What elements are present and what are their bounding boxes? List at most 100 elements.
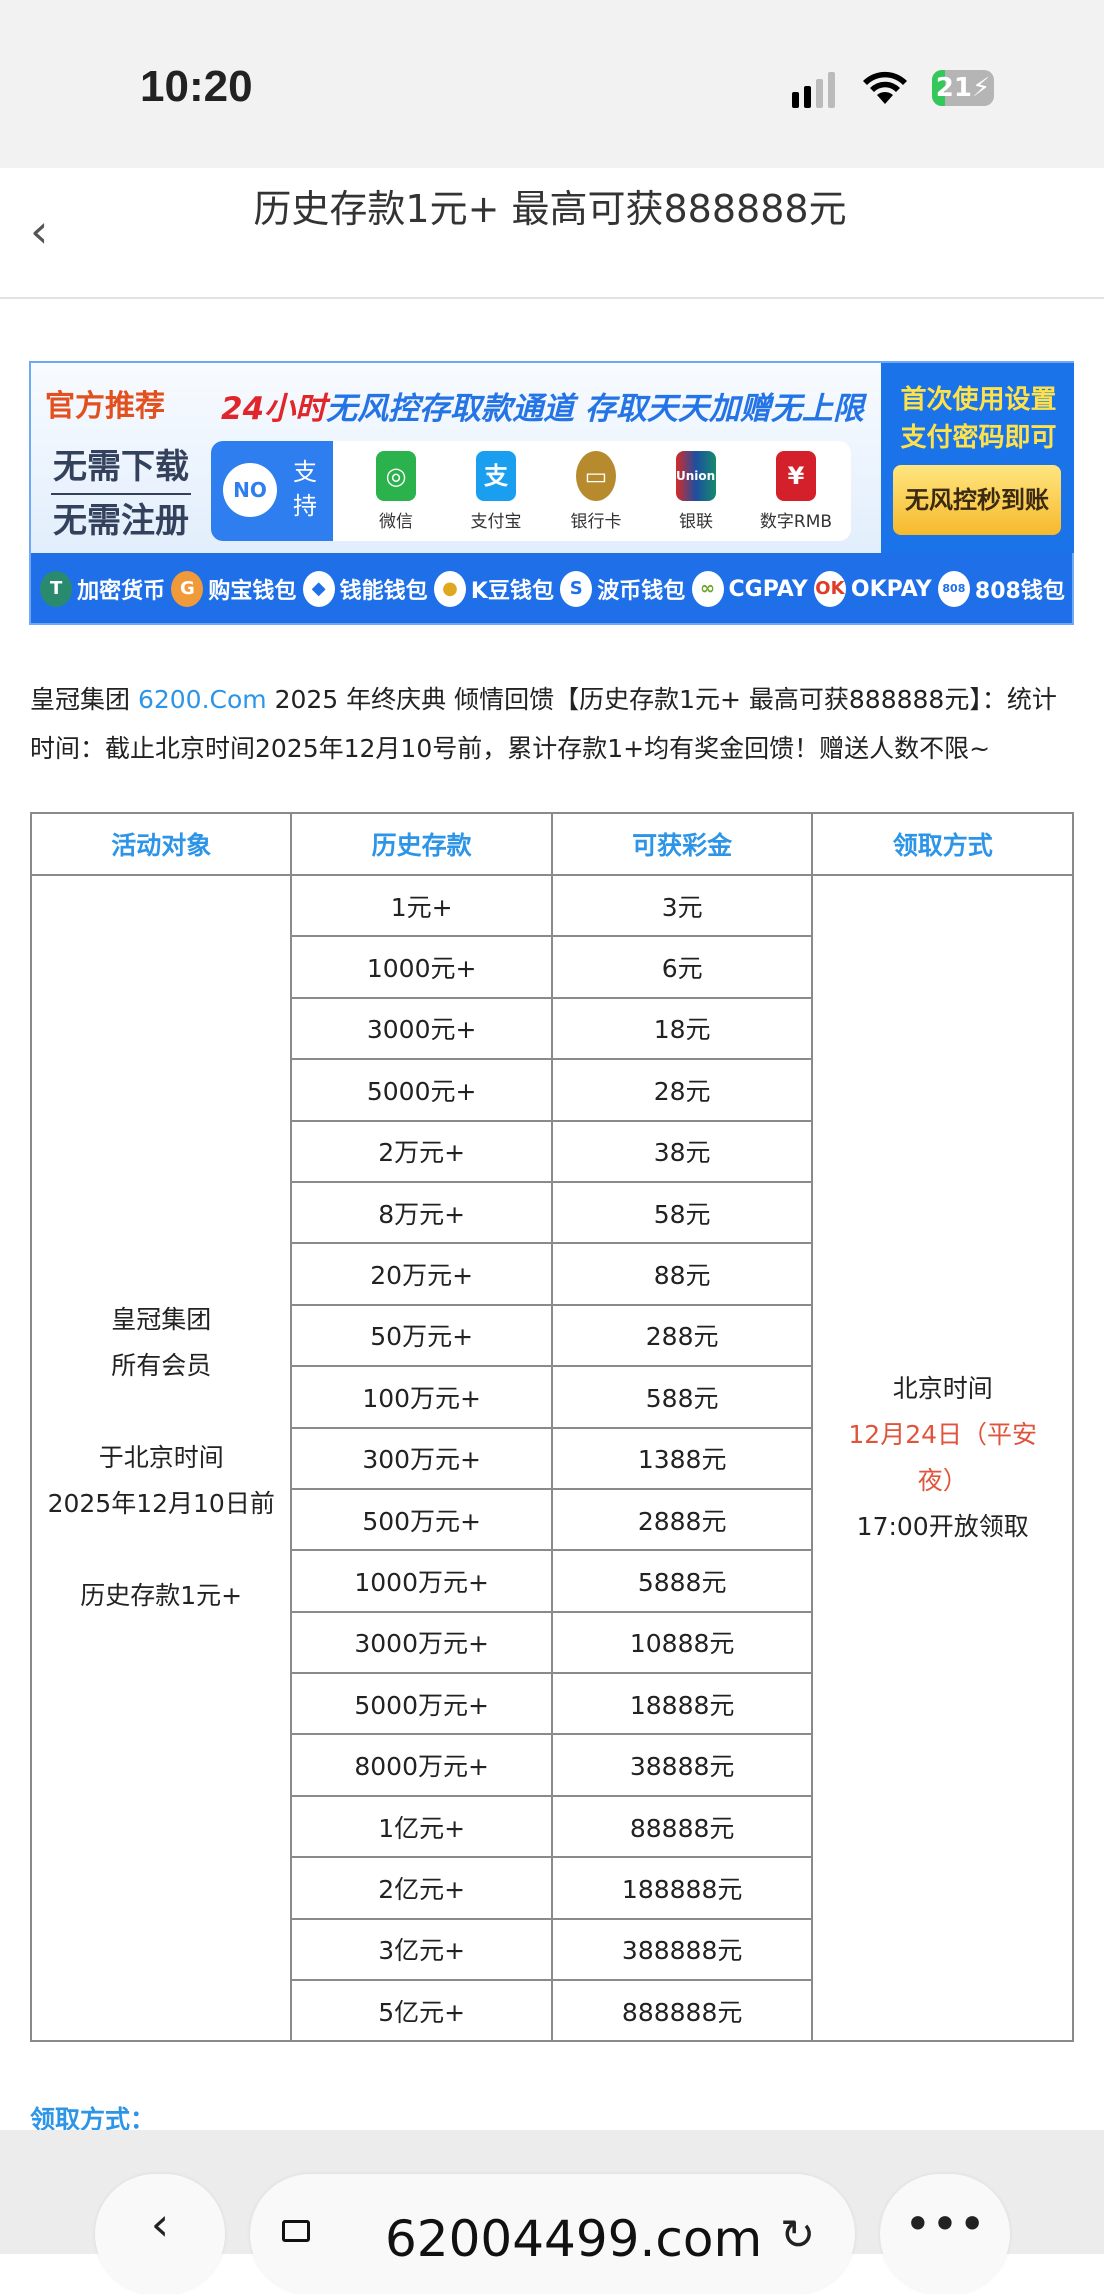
table-row: 5亿元+ 888888元 <box>31 1979 1073 2043</box>
table-row: 2亿元+ 188888元 <box>31 1856 1073 1920</box>
deposit-cell: 1元+ <box>290 873 553 938</box>
intro-prefix: 皇冠集团 <box>30 685 138 714</box>
bonus-cell: 58元 <box>550 1180 814 1245</box>
bonus-cell: 88888元 <box>550 1794 814 1859</box>
pay-label: 微信 <box>379 512 413 532</box>
banner-headline: 24小时无风控存取款通道 存取天天加赠无上限 <box>221 383 864 428</box>
banner-headline-red: 24小时 <box>221 391 327 427</box>
digital-rmb-icon: ¥ <box>776 451 816 501</box>
deposit-cell: 100万元+ <box>290 1365 553 1429</box>
bonus-cell: 88元 <box>550 1242 814 1306</box>
bonus-cell: 3元 <box>550 873 814 938</box>
table-row: 3亿元+ 388888元 <box>31 1917 1073 1982</box>
wallet-okpay: OK OKPAY <box>813 571 932 607</box>
wallet-808: 808 808钱包 <box>937 571 1065 607</box>
header-bonus: 可获彩金 <box>550 812 814 876</box>
status-bar: 10:20 21⚡ <box>0 0 1104 168</box>
wallet-label: 808钱包 <box>974 579 1065 604</box>
no-badge-icon: NO <box>223 463 277 517</box>
table-row: 20万元+ 88元 <box>31 1242 1073 1306</box>
deposit-cell: 5亿元+ <box>290 1979 553 2043</box>
address-bar[interactable]: 62004499.com ↻ <box>250 2174 855 2294</box>
bonus-cell: 6元 <box>550 935 814 999</box>
table-row: 5000万元+ 18888元 <box>31 1672 1073 1736</box>
table-row: 1000元+ 6元 <box>31 935 1073 999</box>
table-row: 3000元+ 18元 <box>31 996 1073 1061</box>
wallet-bobi: S 波币钱包 <box>560 571 685 607</box>
clock: 10:20 <box>140 62 253 111</box>
cgpay-icon: ∞ <box>691 571 724 607</box>
deposit-cell: 20万元+ <box>290 1242 553 1306</box>
deposit-cell: 3000万元+ <box>290 1610 553 1675</box>
bonus-cell: 888888元 <box>550 1979 814 2043</box>
deposit-cell: 300万元+ <box>290 1426 553 1490</box>
deposit-cell: 2万元+ <box>290 1119 553 1183</box>
chevron-left-icon: ‹ <box>150 2197 170 2251</box>
site-link[interactable]: 6200.Com <box>137 685 267 714</box>
claim-date: 12月24日（平安夜） <box>848 1420 1038 1496</box>
intro-body: 2025 年终庆典 倾情回馈【历史存款1元+ 最高可获888888元】：统计时间… <box>30 685 1057 763</box>
wallet-label: OKPAY <box>850 576 932 602</box>
target-line: 历史存款1元+ <box>80 1581 243 1611</box>
table-row: 2万元+ 38元 <box>31 1119 1073 1183</box>
deposit-cell: 500万元+ <box>290 1487 553 1552</box>
header-target: 活动对象 <box>29 812 293 876</box>
header-deposit: 历史存款 <box>290 812 553 876</box>
pay-label: 支付宝 <box>470 512 522 532</box>
bonus-cell: 10888元 <box>550 1610 814 1675</box>
wallet-qianneng: ◆ 钱能钱包 <box>302 571 428 607</box>
wallet-goubao: G 购宝钱包 <box>171 571 296 607</box>
nav-bar: ‹ 历史存款1元+ 最高可获888888元 <box>0 168 1104 299</box>
deposit-cell: 5000元+ <box>290 1058 553 1122</box>
alipay-icon: 支 <box>476 451 516 501</box>
deposit-cell: 3000元+ <box>290 996 553 1061</box>
table-row: 500万元+ 2888元 <box>31 1487 1073 1552</box>
deposit-cell: 50万元+ <box>290 1303 553 1368</box>
808-icon: 808 <box>937 571 970 607</box>
tether-icon: T <box>40 571 73 607</box>
intro-text: 皇冠集团 6200.Com 2025 年终庆典 倾情回馈【历史存款1元+ 最高可… <box>30 675 1080 773</box>
reload-icon[interactable]: ↻ <box>780 2210 816 2259</box>
banner-no-download: 无需下载 <box>51 441 191 495</box>
wallet-label: K豆钱包 <box>470 579 554 604</box>
bonus-cell: 388888元 <box>550 1917 814 1982</box>
table-row: 50万元+ 288元 <box>31 1303 1073 1368</box>
target-line: 皇冠集团 <box>111 1305 212 1335</box>
banner-official-label: 官方推荐 <box>45 389 165 424</box>
pay-label: 银行卡 <box>570 512 622 532</box>
banner-instant-button[interactable]: 无风控秒到账 <box>893 465 1061 535</box>
table-row: 300万元+ 1388元 <box>31 1426 1073 1490</box>
digital-rmb: ¥ 数字RMB <box>751 451 841 532</box>
ellipsis-icon: ••• <box>904 2197 986 2251</box>
wallet-label: CGPAY <box>728 576 808 602</box>
target-line <box>32 1527 290 1573</box>
target-line <box>32 1389 290 1435</box>
support-label: 支持 <box>293 458 317 520</box>
bonus-cell: 2888元 <box>550 1487 814 1552</box>
kdou-icon: ● <box>433 571 466 607</box>
bonus-cell: 288元 <box>550 1303 814 1368</box>
bonus-cell: 38888元 <box>550 1733 814 1797</box>
chevron-left-icon[interactable]: ‹ <box>30 204 49 258</box>
browser-back-button[interactable]: ‹ <box>95 2174 225 2294</box>
bonus-cell: 188888元 <box>550 1856 814 1920</box>
wechat-pay: ◎ 微信 <box>351 451 441 532</box>
table-row: 5000元+ 28元 <box>31 1058 1073 1122</box>
table-row: 8万元+ 58元 <box>31 1180 1073 1245</box>
promo-banner[interactable]: 官方推荐 无需下载 无需注册 24小时无风控存取款通道 存取天天加赠无上限 NO 支… <box>29 361 1074 625</box>
alipay: 支支付宝 <box>451 451 541 532</box>
tabs-icon <box>282 2220 310 2242</box>
bonus-cell: 18888元 <box>550 1672 814 1736</box>
unionpay-icon: UnionPay <box>676 451 739 501</box>
wifi-icon <box>863 71 907 104</box>
table-row: 100万元+ 588元 <box>31 1365 1073 1429</box>
wallet-kdou: ● K豆钱包 <box>433 571 554 607</box>
deposit-cell: 8万元+ <box>290 1180 553 1245</box>
bonus-cell: 1388元 <box>550 1426 814 1490</box>
bonus-cell: 28元 <box>550 1058 814 1122</box>
deposit-cell: 2亿元+ <box>290 1856 553 1920</box>
pay-label: 银联 <box>679 512 713 532</box>
more-button[interactable]: ••• <box>880 2174 1010 2294</box>
target-line: 所有会员 <box>111 1351 212 1381</box>
deposit-cell: 1000万元+ <box>290 1549 553 1613</box>
